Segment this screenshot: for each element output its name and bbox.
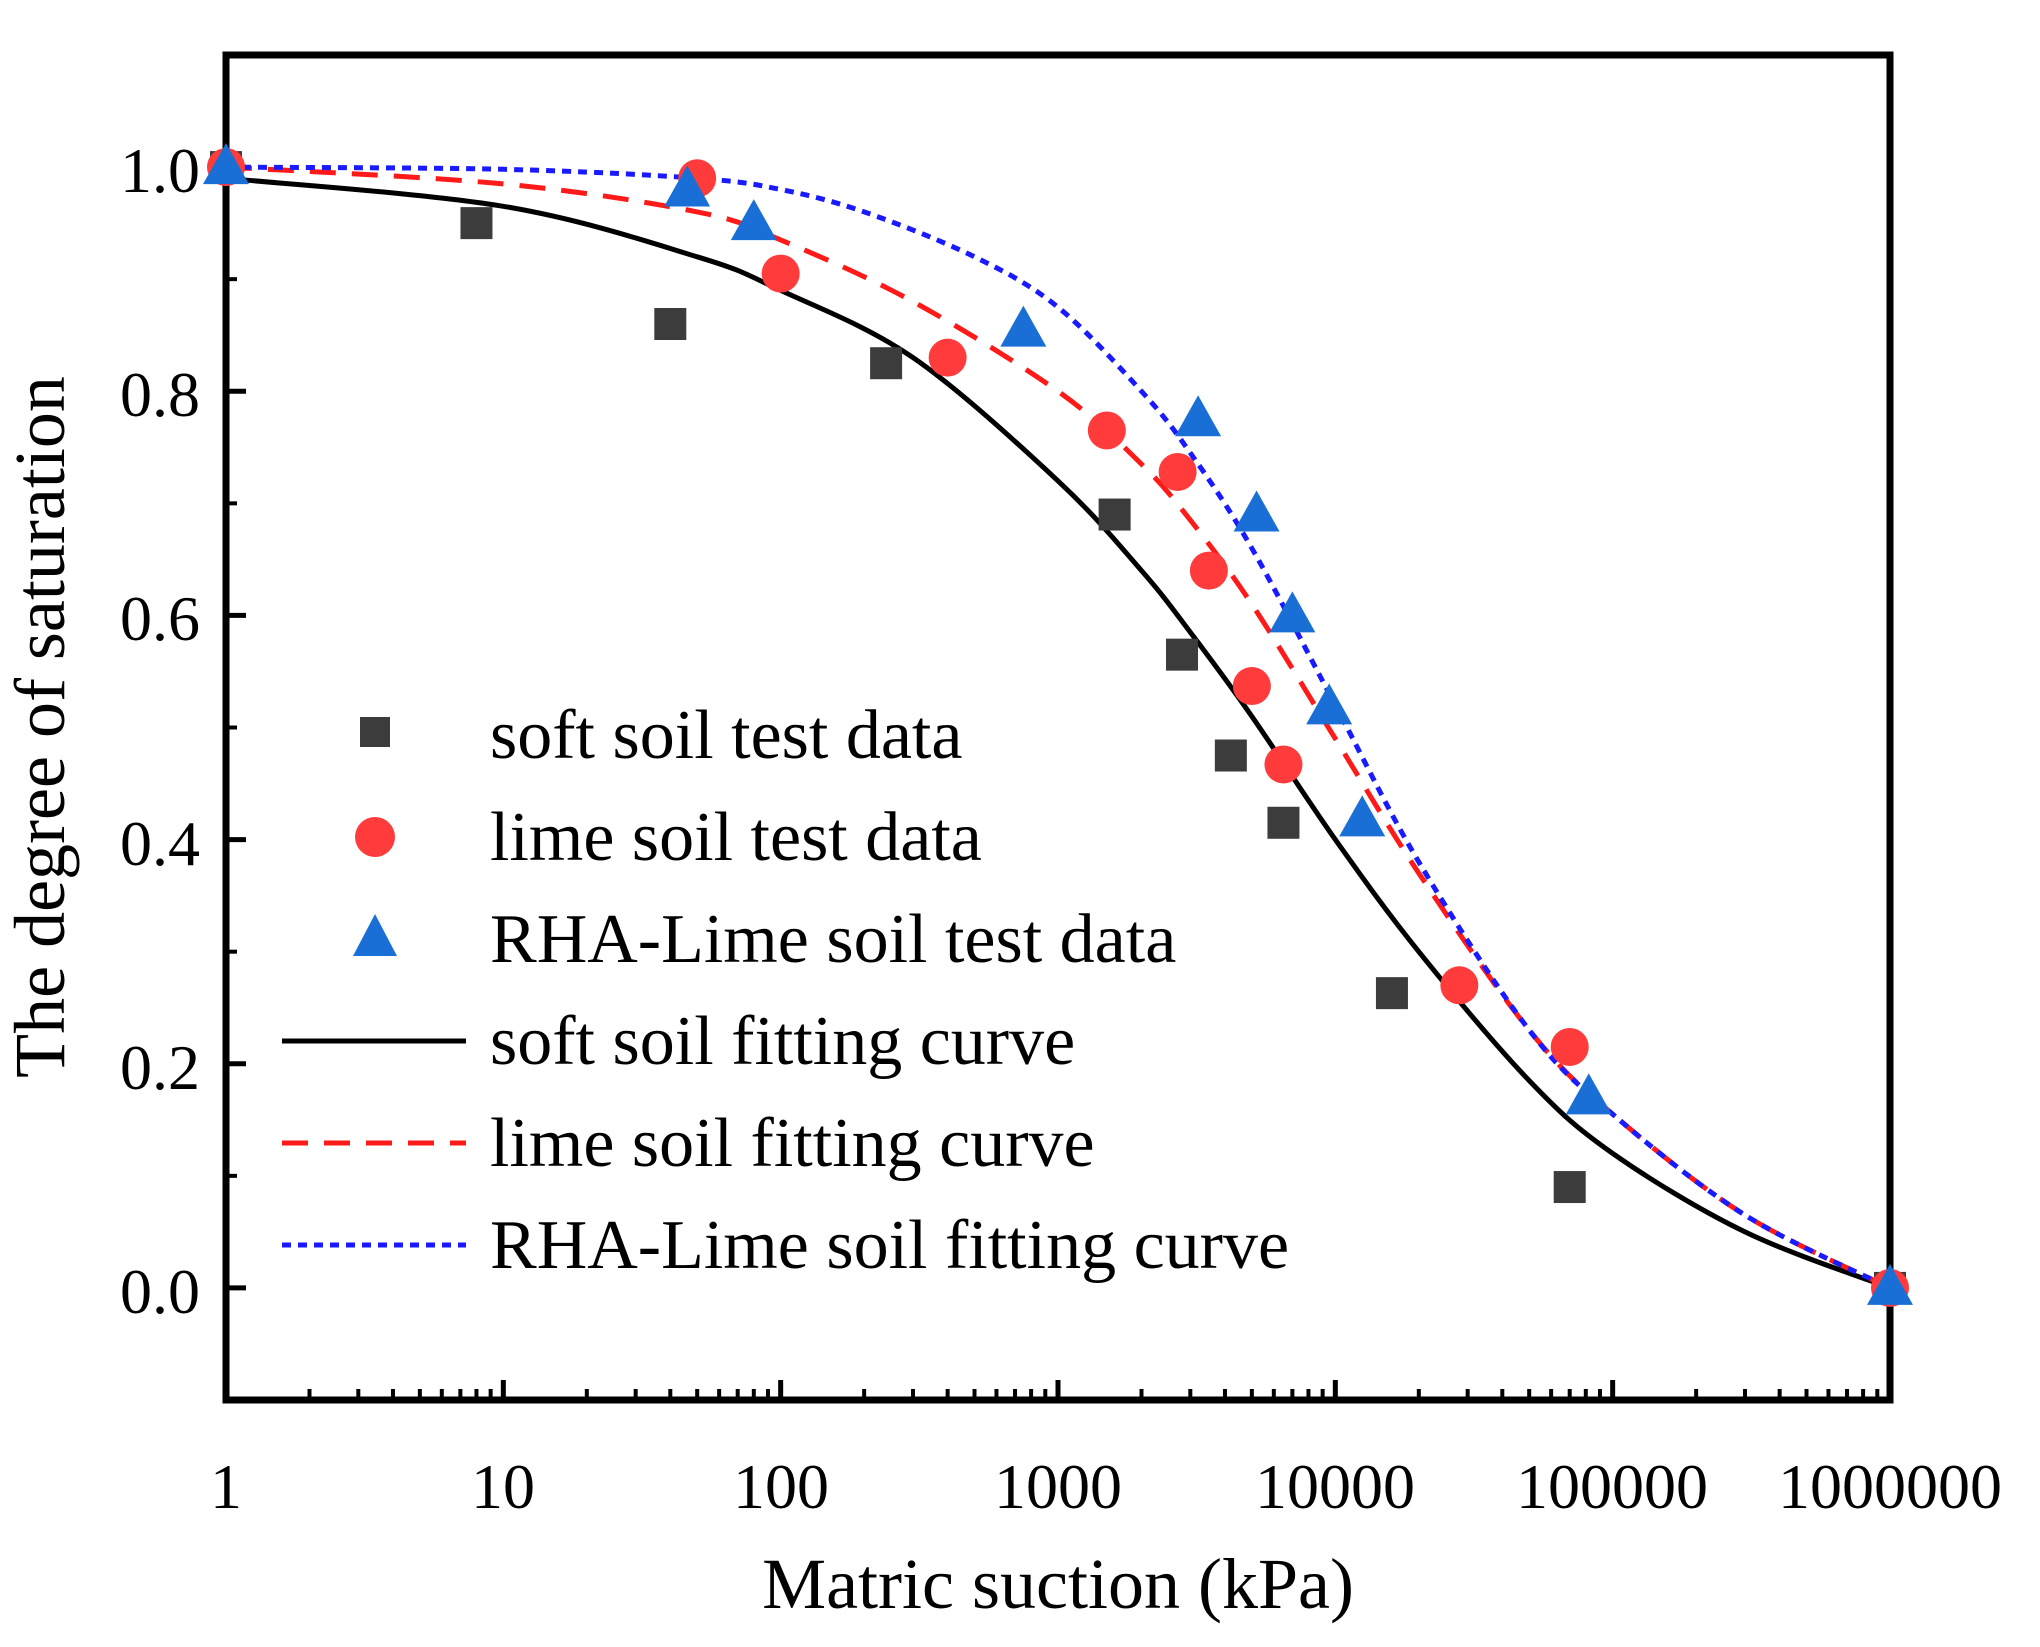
x-tick-label: 1 <box>210 1451 242 1522</box>
rha-lime-soil-data-point <box>1233 490 1280 532</box>
rha-lime-soil-data-point <box>1000 305 1047 347</box>
legend-label: soft soil fitting curve <box>490 1003 1075 1080</box>
lime-soil-data-point <box>1189 551 1228 590</box>
rha-lime-soil-data-point <box>1867 1263 1913 1305</box>
x-tick-labels: 1 10 100 1000 10000 100000 1000000 <box>210 1451 2002 1522</box>
y-tick-label: 0.6 <box>120 583 200 654</box>
rha-lime-soil-data-point <box>730 199 777 241</box>
plot-frame <box>222 51 1894 1404</box>
soft-soil-fitting-curve <box>225 175 1891 1291</box>
y-tick-label: 0.0 <box>120 1256 200 1327</box>
x-tick-label: 10000 <box>1255 1451 1415 1522</box>
soft-soil-data-point <box>654 308 687 340</box>
x-tick-label: 1000000 <box>1778 1451 2002 1522</box>
soft-soil-data-point <box>1553 1171 1586 1204</box>
rha-lime-soil-data-point <box>1339 795 1386 837</box>
y-tick-label: 0.2 <box>120 1032 200 1103</box>
legend-label: RHA-Lime soil fitting curve <box>490 1207 1289 1284</box>
soft-soil-data-point <box>1214 739 1247 772</box>
rha-lime-soil-data-point <box>1175 395 1222 437</box>
y-tick-label: 0.4 <box>120 808 200 879</box>
soft-soil-data-point <box>1098 498 1131 531</box>
legend-label: lime soil fitting curve <box>490 1105 1095 1182</box>
x-axis-title: Matric suction (kPa) <box>762 1544 1354 1624</box>
legend-label: RHA-Lime soil test data <box>490 901 1176 978</box>
x-tick-label: 100000 <box>1516 1451 1708 1522</box>
rha-lime-soil-data-point <box>664 165 711 207</box>
y-axis-title: The degree of saturation <box>0 376 80 1078</box>
lime-soil-fitting-curve <box>225 164 1892 1291</box>
legend-label: soft soil test data <box>490 697 962 774</box>
soft-soil-data-point <box>1267 806 1300 839</box>
lime-soil-data-point <box>928 338 967 377</box>
legend-marker-triangle <box>353 914 397 956</box>
lime-soil-data-point <box>1087 411 1126 450</box>
x-tick-label: 1000 <box>994 1451 1122 1522</box>
legend: soft soil test data lime soil test data … <box>282 697 1289 1284</box>
lime-soil-data-point <box>761 254 800 293</box>
y-tick-labels: 0.0 0.2 0.4 0.6 0.8 1.0 <box>120 135 200 1327</box>
rha-lime-soil-data-point <box>203 143 249 185</box>
rha-lime-soil-data-point <box>1565 1073 1612 1115</box>
y-tick-label: 0.8 <box>120 359 200 430</box>
y-tick-label: 1.0 <box>120 135 200 206</box>
lime-soil-data-point <box>1440 966 1479 1005</box>
data-markers <box>203 143 1913 1307</box>
soft-soil-data-point <box>460 207 493 240</box>
soft-soil-data-point <box>1166 638 1199 671</box>
soft-soil-data-point <box>1375 977 1408 1010</box>
lime-soil-data-point <box>1158 452 1197 491</box>
x-tick-label: 100 <box>733 1451 829 1522</box>
legend-marker-square <box>360 717 390 747</box>
rha-lime-soil-data-point <box>1269 591 1316 633</box>
rha-lime-soil-data-point <box>1306 683 1353 725</box>
x-tick-label: 10 <box>471 1451 535 1522</box>
legend-label: lime soil test data <box>490 799 982 876</box>
lime-soil-data-point <box>1232 667 1271 706</box>
legend-marker-circle <box>355 817 395 857</box>
lime-soil-data-point <box>1550 1027 1589 1066</box>
soft-soil-data-point <box>870 347 903 380</box>
lime-soil-data-point <box>1264 745 1303 784</box>
